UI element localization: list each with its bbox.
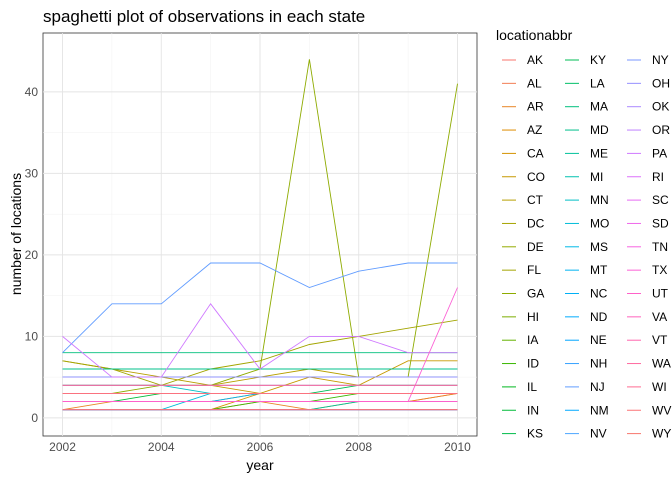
y-tick-label: 40	[25, 85, 39, 99]
chart-title: spaghetti plot of observations in each s…	[43, 7, 365, 26]
legend-label-wv: WV	[652, 403, 671, 417]
legend-label-mi: MI	[590, 170, 603, 184]
legend: locationabbr AK AL AR AZ CA CO CT DC DE FL GA HI IA I…	[496, 27, 671, 441]
legend-label-ga: GA	[527, 287, 544, 301]
legend-label-nc: NC	[590, 287, 608, 301]
legend-label-ut: UT	[652, 287, 669, 301]
x-tick-label: 2004	[148, 440, 175, 454]
legend-label-pa: PA	[652, 146, 667, 160]
legend-label-wy: WY	[652, 427, 671, 441]
legend-label-ak: AK	[527, 53, 543, 67]
legend-label-wi: WI	[652, 380, 667, 394]
legend-label-ky: KY	[590, 53, 606, 67]
legend-label-nm: NM	[590, 403, 609, 417]
series-line-fl	[62, 319, 458, 386]
series-line-nj	[62, 262, 458, 354]
legend-label-mt: MT	[590, 263, 608, 277]
y-axis-ticks: 0 10 20 30 40	[25, 85, 39, 425]
legend-label-al: AL	[527, 76, 542, 90]
legend-label-oh: OH	[652, 76, 670, 90]
legend-label-nj: NJ	[590, 380, 605, 394]
legend-label-de: DE	[527, 240, 544, 254]
legend-label-hi: HI	[527, 310, 539, 324]
x-tick-label: 2008	[345, 440, 372, 454]
x-axis-ticks: 2002 2004 2006 2008 2010	[49, 440, 471, 454]
legend-label-mn: MN	[590, 193, 609, 207]
series-lines	[62, 59, 458, 411]
legend-label-sd: SD	[652, 216, 669, 230]
x-tick-label: 2002	[49, 440, 76, 454]
x-axis-title: year	[246, 457, 274, 473]
y-tick-label: 10	[25, 329, 39, 343]
legend-label-az: AZ	[527, 123, 542, 137]
legend-label-tn: TN	[652, 240, 668, 254]
legend-label-dc: DC	[527, 216, 545, 230]
legend-label-mo: MO	[590, 216, 609, 230]
legend-label-nv: NV	[590, 427, 607, 441]
y-tick-label: 20	[25, 248, 39, 262]
legend-label-il: IL	[527, 380, 537, 394]
legend-label-me: ME	[590, 146, 608, 160]
legend-label-tx: TX	[652, 263, 667, 277]
legend-label-ok: OK	[652, 100, 669, 114]
legend-label-wa: WA	[652, 357, 671, 371]
y-tick-label: 0	[31, 411, 38, 425]
legend-label-ct: CT	[527, 193, 544, 207]
legend-label-sc: SC	[652, 193, 669, 207]
legend-label-ms: MS	[590, 240, 608, 254]
x-tick-label: 2006	[247, 440, 274, 454]
legend-label-ca: CA	[527, 146, 544, 160]
x-tick-label: 2010	[444, 440, 471, 454]
legend-label-va: VA	[652, 310, 667, 324]
legend-label-ne: NE	[590, 333, 607, 347]
y-tick-label: 30	[25, 166, 39, 180]
legend-label-in: IN	[527, 403, 539, 417]
legend-label-vt: VT	[652, 333, 668, 347]
legend-label-md: MD	[590, 123, 609, 137]
series-line-pa	[62, 303, 458, 378]
legend-label-ks: KS	[527, 427, 543, 441]
legend-label-co: CO	[527, 170, 545, 184]
legend-label-or: OR	[652, 123, 670, 137]
legend-label-ri: RI	[652, 170, 664, 184]
legend-label-ny: NY	[652, 53, 669, 67]
legend-title: locationabbr	[496, 27, 573, 43]
legend-label-la: LA	[590, 76, 605, 90]
legend-label-ma: MA	[590, 100, 608, 114]
legend-label-ar: AR	[527, 100, 544, 114]
grid-major	[43, 33, 477, 436]
y-axis-title: number of locations	[8, 173, 24, 295]
legend-items: AK AL AR AZ CA CO CT DC DE FL GA HI IA ID IL IN KS KY LA MA…	[502, 53, 671, 441]
legend-label-fl: FL	[527, 263, 541, 277]
legend-label-id: ID	[527, 357, 539, 371]
legend-label-nd: ND	[590, 310, 608, 324]
legend-label-nh: NH	[590, 357, 607, 371]
legend-label-ia: IA	[527, 333, 538, 347]
